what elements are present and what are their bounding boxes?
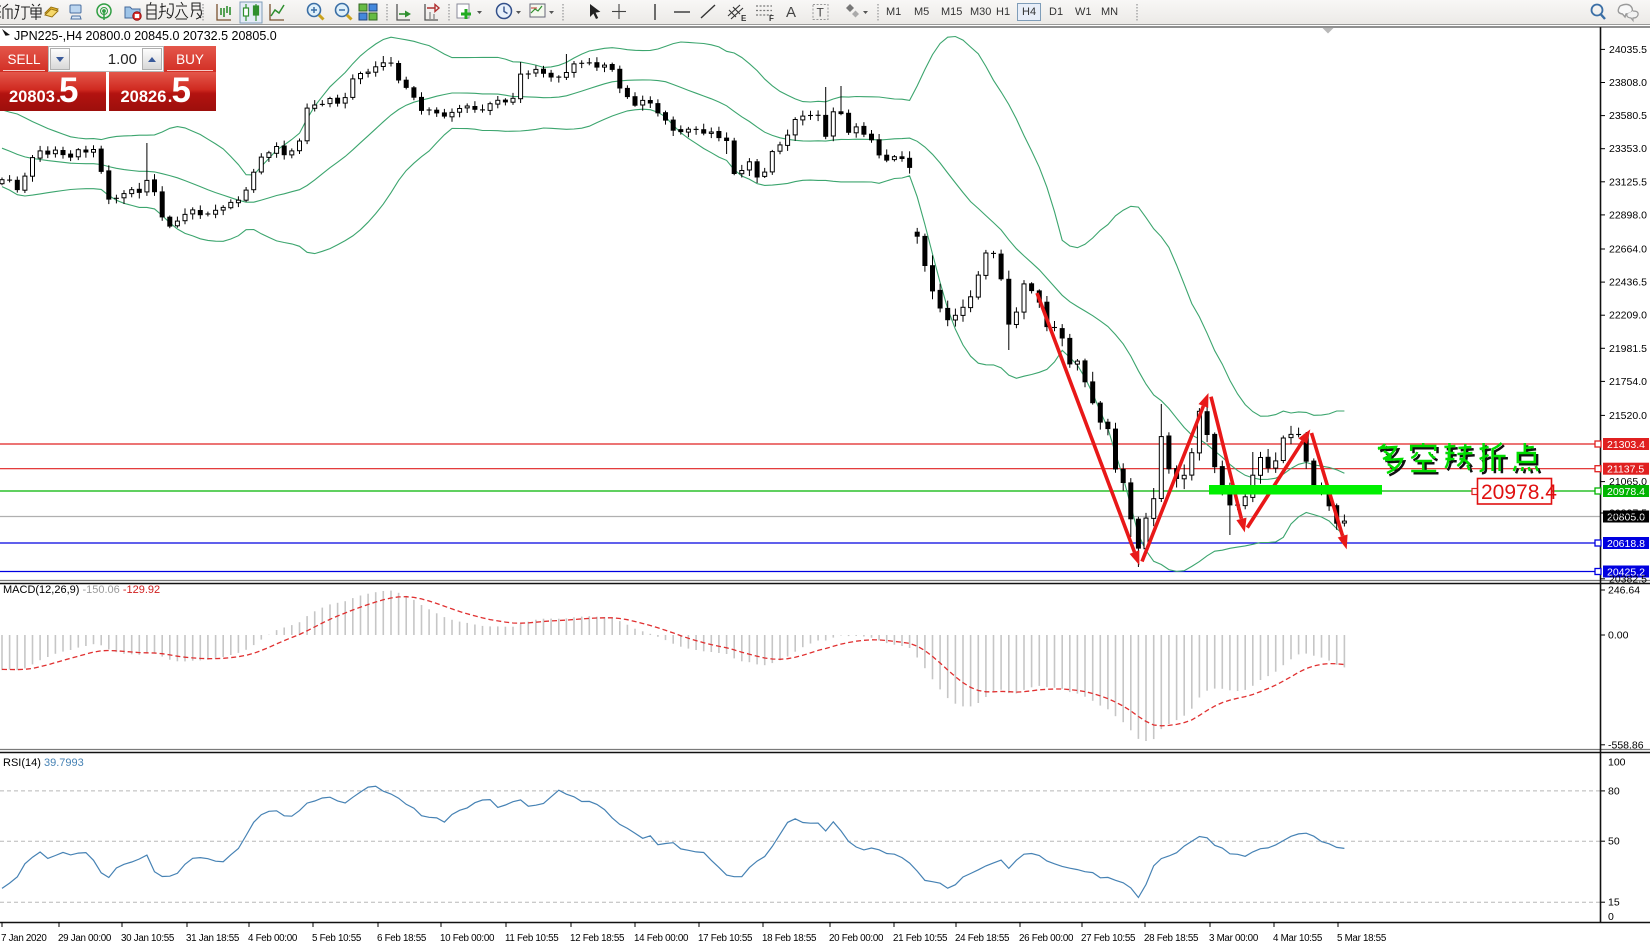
svg-text:12 Feb 18:55: 12 Feb 18:55 xyxy=(570,933,625,944)
svg-text:20382.5: 20382.5 xyxy=(1609,573,1647,585)
svg-text:24035.5: 24035.5 xyxy=(1609,44,1647,56)
svg-text:21137.5: 21137.5 xyxy=(1607,464,1644,476)
svg-text:A: A xyxy=(786,4,796,21)
svg-text:21754.0: 21754.0 xyxy=(1609,376,1647,388)
svg-text:21065.0: 21065.0 xyxy=(1609,476,1647,488)
svg-text:22436.5: 22436.5 xyxy=(1609,277,1647,289)
svg-text:20978.4: 20978.4 xyxy=(1481,481,1557,504)
svg-text:50: 50 xyxy=(1608,836,1620,848)
svg-text:21303.4: 21303.4 xyxy=(1607,439,1645,451)
svg-text:31 Jan 18:55: 31 Jan 18:55 xyxy=(186,933,240,944)
svg-text:100: 100 xyxy=(1608,757,1626,769)
svg-text:80: 80 xyxy=(1608,785,1620,797)
svg-text:-558.86: -558.86 xyxy=(1608,739,1644,751)
svg-text:23580.5: 23580.5 xyxy=(1609,110,1647,122)
svg-text:0: 0 xyxy=(1608,911,1614,923)
svg-text:6 Feb 18:55: 6 Feb 18:55 xyxy=(377,933,427,944)
svg-text:5 Mar 18:55: 5 Mar 18:55 xyxy=(1337,933,1387,944)
svg-text:4 Feb 00:00: 4 Feb 00:00 xyxy=(248,933,298,944)
svg-text:F: F xyxy=(769,14,774,23)
svg-text:7 Jan 2020: 7 Jan 2020 xyxy=(1,933,47,944)
svg-text:20 Feb 00:00: 20 Feb 00:00 xyxy=(829,933,884,944)
svg-text:26 Feb 00:00: 26 Feb 00:00 xyxy=(1019,933,1074,944)
svg-text:3 Mar 00:00: 3 Mar 00:00 xyxy=(1209,933,1259,944)
svg-text:21520.0: 21520.0 xyxy=(1609,410,1647,422)
svg-text:21 Feb 10:55: 21 Feb 10:55 xyxy=(893,933,948,944)
svg-text:0.00: 0.00 xyxy=(1608,630,1629,642)
svg-text:11 Feb 10:55: 11 Feb 10:55 xyxy=(505,933,559,944)
svg-text:5 Feb 10:55: 5 Feb 10:55 xyxy=(312,933,362,944)
svg-text:27 Feb 10:55: 27 Feb 10:55 xyxy=(1081,933,1136,944)
svg-text:23808.0: 23808.0 xyxy=(1609,77,1647,89)
svg-text:29 Jan 00:00: 29 Jan 00:00 xyxy=(58,933,112,944)
svg-text:20618.8: 20618.8 xyxy=(1607,538,1645,550)
svg-text:21981.5: 21981.5 xyxy=(1609,343,1647,355)
svg-text:20837.5: 20837.5 xyxy=(1609,508,1647,520)
svg-text:23125.5: 23125.5 xyxy=(1609,176,1647,188)
svg-text:24 Feb 18:55: 24 Feb 18:55 xyxy=(955,933,1010,944)
svg-text:4 Mar 10:55: 4 Mar 10:55 xyxy=(1273,933,1323,944)
svg-text:30 Jan 10:55: 30 Jan 10:55 xyxy=(121,933,175,944)
svg-text:23353.0: 23353.0 xyxy=(1609,143,1647,155)
svg-text:17 Feb 10:55: 17 Feb 10:55 xyxy=(698,933,753,944)
svg-text:MACD(12,26,9) -150.06 -129.92: MACD(12,26,9) -150.06 -129.92 xyxy=(3,584,160,596)
svg-text:20805.0: 20805.0 xyxy=(1607,512,1645,524)
svg-text:15: 15 xyxy=(1608,897,1620,909)
svg-text:20425.2: 20425.2 xyxy=(1607,567,1645,579)
svg-text:28 Feb 18:55: 28 Feb 18:55 xyxy=(1144,933,1199,944)
svg-text:10 Feb 00:00: 10 Feb 00:00 xyxy=(440,933,495,944)
svg-text:22898.0: 22898.0 xyxy=(1609,209,1647,221)
svg-text:14 Feb 00:00: 14 Feb 00:00 xyxy=(634,933,689,944)
svg-text:22209.0: 22209.0 xyxy=(1609,310,1647,322)
svg-text:JPN225-,H4 20800.0 20845.0 20: JPN225-,H4 20800.0 20845.0 20732.5 20805… xyxy=(14,29,277,43)
svg-text:22664.0: 22664.0 xyxy=(1609,244,1647,256)
svg-text:T: T xyxy=(817,6,825,20)
svg-text:20978.4: 20978.4 xyxy=(1607,486,1645,498)
svg-text:246.64: 246.64 xyxy=(1608,585,1640,597)
svg-text:RSI(14) 39.7993: RSI(14) 39.7993 xyxy=(3,757,84,769)
svg-text:18 Feb 18:55: 18 Feb 18:55 xyxy=(762,933,817,944)
svg-text:E: E xyxy=(741,14,747,23)
